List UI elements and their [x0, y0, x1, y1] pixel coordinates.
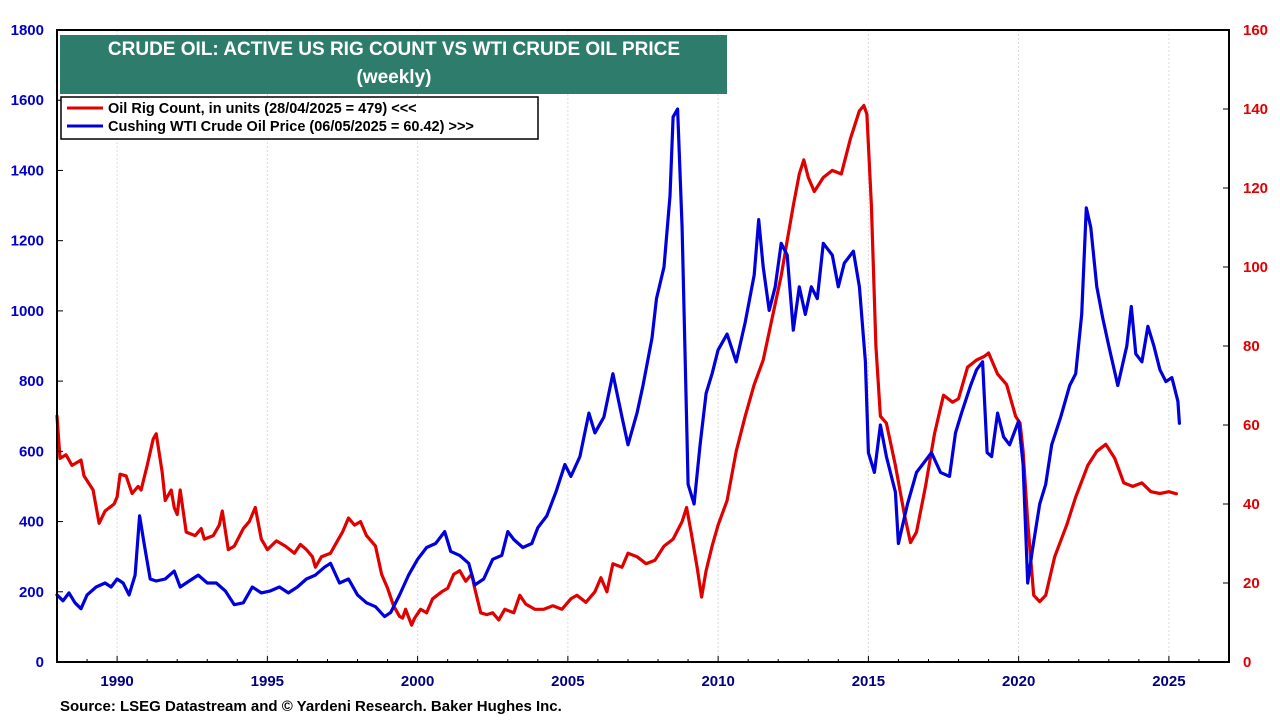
right-tick-label-20: 20 — [1243, 575, 1260, 592]
legend-label-wti-price: Cushing WTI Crude Oil Price (06/05/2025 … — [108, 119, 474, 135]
right-tick-label-120: 120 — [1243, 180, 1268, 197]
series-line-rig-count — [55, 103, 1178, 627]
x-tick-label-2015: 2015 — [852, 673, 885, 690]
left-axis-ticks: 0 200 400 600 800 1000 1200 1400 1600 1800 — [11, 22, 63, 671]
right-tick-label-140: 140 — [1243, 101, 1268, 118]
legend-box — [60, 96, 539, 140]
right-tick-label-40: 40 — [1243, 496, 1260, 513]
title-box — [60, 35, 727, 94]
left-tick-label-600: 600 — [19, 443, 44, 460]
right-tick-label-60: 60 — [1243, 417, 1260, 434]
left-tick-label-1400: 1400 — [11, 162, 44, 179]
x-axis-ticks: 1990 1995 2000 2005 2010 2015 2020 2025 — [56, 656, 1230, 690]
series-layer — [55, 103, 1181, 627]
x-tick-label-1995: 1995 — [251, 673, 284, 690]
x-tick-label-2000: 2000 — [401, 673, 434, 690]
source-note: Source: LSEG Datastream and © Yardeni Re… — [60, 698, 562, 715]
right-tick-label-80: 80 — [1243, 338, 1260, 355]
right-axis-ticks: 0 20 40 60 80 100 120 140 160 — [1223, 22, 1268, 671]
left-tick-label-800: 800 — [19, 373, 44, 390]
left-tick-label-200: 200 — [19, 584, 44, 601]
left-tick-label-1600: 1600 — [11, 92, 44, 109]
x-tick-label-2005: 2005 — [551, 673, 584, 690]
series-line-wti-price — [55, 107, 1181, 619]
left-tick-label-0: 0 — [36, 654, 44, 671]
left-tick-label-400: 400 — [19, 514, 44, 531]
left-tick-label-1800: 1800 — [11, 22, 44, 39]
right-tick-label-100: 100 — [1243, 259, 1268, 276]
x-tick-label-1990: 1990 — [100, 673, 133, 690]
right-tick-label-160: 160 — [1243, 22, 1268, 39]
legend-label-rig-count: Oil Rig Count, in units (28/04/2025 = 47… — [108, 101, 417, 117]
left-tick-label-1000: 1000 — [11, 303, 44, 320]
right-tick-label-0: 0 — [1243, 654, 1251, 671]
x-tick-label-2010: 2010 — [701, 673, 734, 690]
left-tick-label-1200: 1200 — [11, 233, 44, 250]
x-tick-label-2020: 2020 — [1002, 673, 1035, 690]
chart-title: CRUDE OIL: ACTIVE US RIG COUNT VS WTI CR… — [108, 39, 680, 60]
chart-subtitle: (weekly) — [357, 67, 432, 88]
x-tick-label-2025: 2025 — [1152, 673, 1185, 690]
